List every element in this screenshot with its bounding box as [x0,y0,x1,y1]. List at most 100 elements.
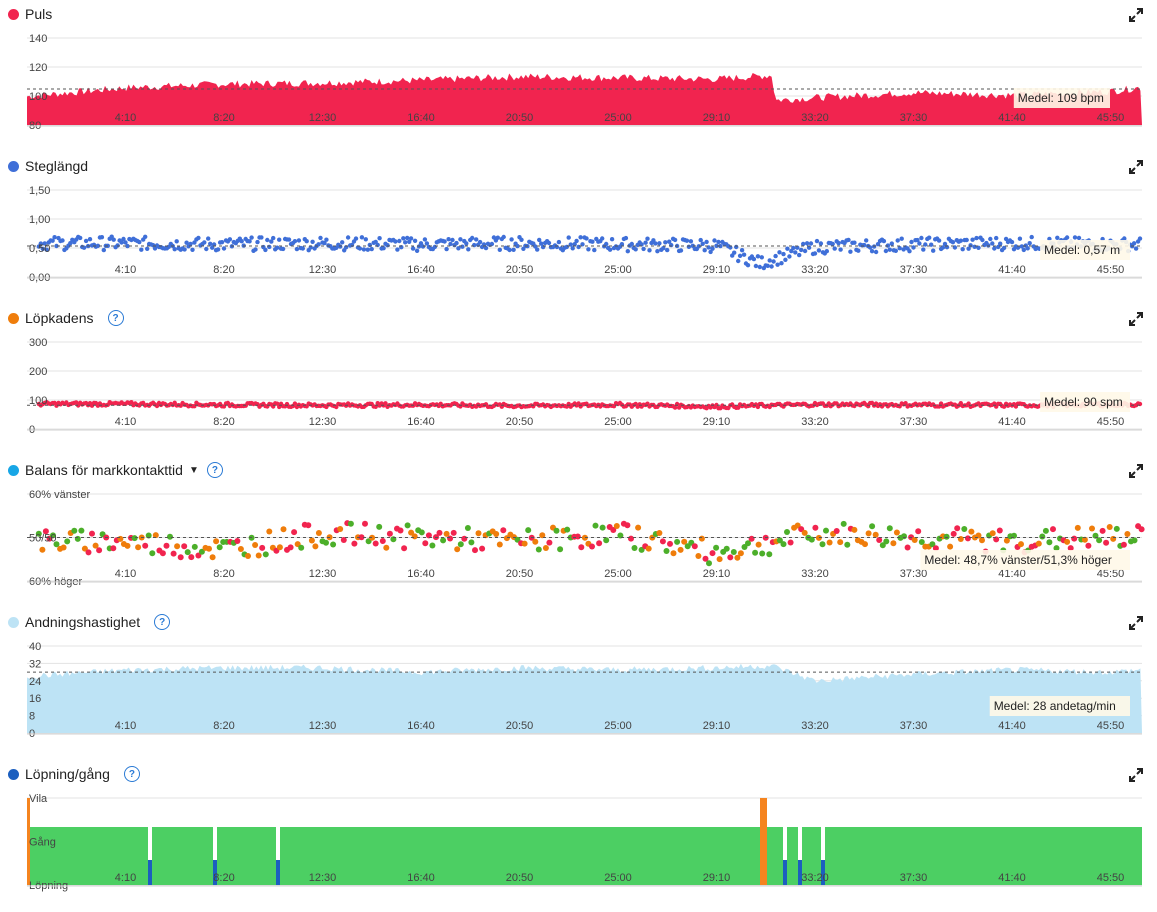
data-point [734,554,741,561]
data-point [221,246,227,251]
data-point [1113,525,1120,532]
data-point [766,551,773,558]
data-point [525,527,532,534]
data-point [572,242,577,247]
data-point [824,249,829,254]
data-point [553,527,560,534]
x-tick-label: 29:10 [703,416,731,428]
x-tick-label: 33:20 [801,568,829,580]
data-point [873,249,879,255]
data-point [869,249,875,254]
data-point [216,544,223,551]
data-point [793,250,798,255]
x-tick-label: 4:10 [115,568,136,580]
data-point [275,245,280,250]
data-point [808,241,814,246]
data-point [909,239,914,245]
data-point [474,237,479,242]
data-point [359,235,365,240]
x-tick-label: 16:40 [407,264,435,276]
data-point [769,264,774,269]
help-icon[interactable]: ? [154,614,171,630]
data-point [848,249,853,254]
data-point [432,244,437,250]
data-point [706,560,712,567]
data-point [578,544,585,551]
data-point [862,242,867,248]
data-point [759,255,764,260]
data-point [401,236,406,241]
data-point [961,526,968,532]
data-point [833,528,840,534]
data-point [87,237,93,242]
data-point [713,544,720,551]
help-icon[interactable]: ? [123,766,140,782]
data-point [174,543,181,550]
x-tick-label: 45:50 [1097,264,1125,276]
data-point [1106,524,1113,530]
x-tick-label: 41:40 [998,264,1026,276]
data-point [245,553,251,559]
expand-icon[interactable] [1129,8,1143,22]
data-point [159,550,166,557]
data-point [464,525,471,531]
x-tick-label: 25:00 [604,872,632,884]
data-point [464,241,469,246]
data-point [777,250,782,255]
data-point [586,247,591,252]
data-point [381,246,386,251]
expand-icon[interactable] [1129,160,1143,174]
data-point [172,247,177,252]
expand-icon[interactable] [1129,464,1143,478]
data-point [1085,542,1092,549]
data-point [564,526,571,533]
x-tick-label: 41:40 [998,720,1026,732]
data-point [110,545,117,552]
y-tick-label: 100 [29,395,47,407]
expand-icon[interactable] [1129,616,1143,630]
x-tick-label: 12:30 [309,416,337,428]
data-point [876,537,883,543]
expand-icon[interactable] [1129,312,1143,326]
y-tick-label: 1,50 [29,185,50,197]
data-point [590,239,595,244]
data-point [574,533,581,540]
data-point [39,546,46,553]
data-point [600,236,605,241]
data-point [1025,246,1030,251]
data-point [695,553,702,559]
data-point [886,525,893,532]
data-point [493,531,500,537]
data-point [607,247,613,252]
x-tick-label: 16:40 [407,416,435,428]
data-point [177,554,184,561]
y-tick-label: 40 [29,641,41,653]
x-tick-label: 12:30 [309,720,337,732]
data-point [599,524,606,531]
x-tick-label: 8:20 [213,416,234,428]
x-tick-label: 4:10 [115,872,136,884]
data-point [170,550,177,557]
data-point [964,535,971,542]
data-point [661,246,666,251]
x-tick-label: 12:30 [309,872,337,884]
data-point [125,243,130,249]
x-tick-label: 12:30 [309,112,337,124]
legend-dot [8,312,19,324]
data-point [372,540,379,547]
chart-title-label: Steglängd [25,158,89,174]
help-icon[interactable]: ? [206,462,223,478]
data-point [1042,527,1049,534]
data-point [698,237,703,243]
dropdown-caret-icon[interactable]: ▼ [188,464,199,476]
chart-title-label: Balans för markkontakttid [25,462,183,478]
help-icon[interactable]: ? [107,310,124,326]
x-tick-label: 16:40 [407,112,435,124]
expand-icon[interactable] [1129,768,1143,782]
data-point [227,237,233,242]
data-point [765,263,770,268]
x-tick-label: 16:40 [407,568,435,580]
data-point [897,246,902,251]
mean-label-bg [1040,392,1130,412]
data-point [714,243,719,248]
